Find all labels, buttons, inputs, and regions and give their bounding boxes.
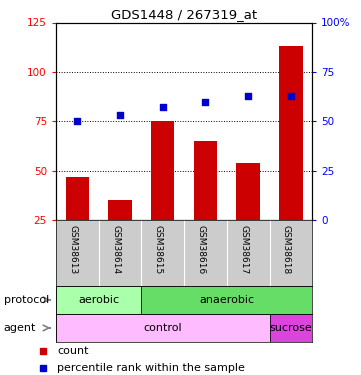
Point: [288, 93, 294, 99]
Title: GDS1448 / 267319_at: GDS1448 / 267319_at: [111, 8, 257, 21]
Text: anaerobic: anaerobic: [199, 295, 255, 305]
Bar: [108, 200, 132, 220]
Point: [160, 105, 166, 111]
Bar: [142, 286, 312, 314]
Point: [203, 99, 208, 105]
Text: protocol: protocol: [4, 295, 49, 305]
Point: [117, 112, 123, 118]
Bar: [56, 314, 270, 342]
Text: GSM38616: GSM38616: [196, 225, 205, 274]
Point: [74, 118, 80, 124]
Bar: [236, 163, 260, 220]
Text: sucrose: sucrose: [270, 323, 312, 333]
Text: GSM38617: GSM38617: [239, 225, 248, 274]
Text: GSM38613: GSM38613: [68, 225, 77, 274]
Text: GSM38615: GSM38615: [154, 225, 163, 274]
Text: GSM38614: GSM38614: [111, 225, 120, 274]
Bar: [270, 314, 312, 342]
Bar: [194, 141, 217, 220]
Point: [245, 93, 251, 99]
Bar: [279, 46, 303, 220]
Text: GSM38618: GSM38618: [282, 225, 291, 274]
Bar: [66, 177, 89, 220]
Bar: [56, 286, 142, 314]
Text: agent: agent: [4, 323, 36, 333]
Text: aerobic: aerobic: [78, 295, 119, 305]
Text: control: control: [143, 323, 182, 333]
Text: count: count: [57, 346, 88, 356]
Bar: [151, 122, 174, 220]
Text: percentile rank within the sample: percentile rank within the sample: [57, 363, 245, 373]
